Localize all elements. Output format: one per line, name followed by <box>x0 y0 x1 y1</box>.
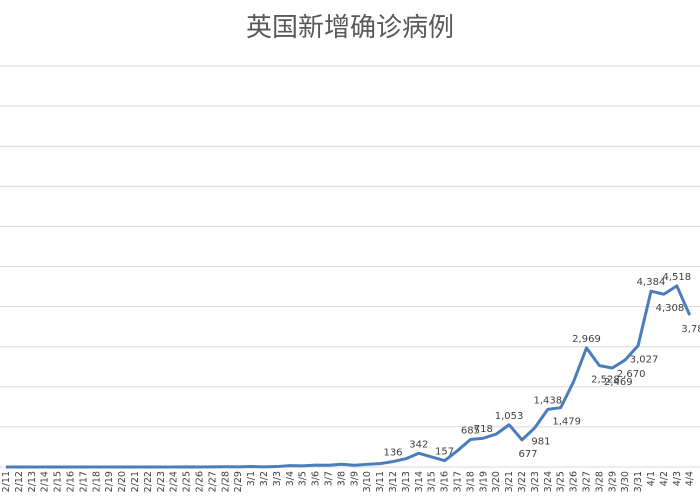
x-tick-label: 3/2 <box>259 471 270 486</box>
x-tick-label: 2/23 <box>156 471 167 492</box>
x-tick-label: 2/27 <box>207 471 218 492</box>
x-tick-label: 3/11 <box>375 471 386 492</box>
x-tick-label: 2/13 <box>27 471 38 492</box>
x-tick-label: 3/31 <box>633 471 644 492</box>
x-tick-label: 2/16 <box>66 471 77 492</box>
data-line <box>5 284 692 469</box>
x-tick-label: 4/1 <box>646 471 657 486</box>
x-tick-label: 3/3 <box>272 471 283 486</box>
data-label: 136 <box>383 448 402 459</box>
x-tick-label: 2/14 <box>40 471 51 492</box>
data-label: 677 <box>518 449 537 460</box>
data-label: 2,528 <box>591 375 620 386</box>
x-tick-label: 2/26 <box>195 471 206 492</box>
data-label: 1,438 <box>533 395 562 406</box>
data-label: 2,670 <box>617 369 646 380</box>
data-label: 1,053 <box>495 411 524 422</box>
x-tick-label: 3/8 <box>336 471 347 486</box>
x-tick-label: 3/16 <box>440 471 451 492</box>
data-label: 2,469 <box>604 377 633 388</box>
x-tick-label: 3/5 <box>298 471 309 486</box>
x-tick-label: 3/24 <box>543 471 554 492</box>
x-tick-label: 3/6 <box>311 471 322 486</box>
x-tick-label: 3/12 <box>388 471 399 492</box>
x-tick-label: 3/23 <box>530 471 541 492</box>
x-tick-label: 2/29 <box>233 471 244 492</box>
data-label: 4,518 <box>662 272 691 283</box>
x-tick-label: 2/17 <box>78 471 89 492</box>
x-tick-label: 3/13 <box>401 471 412 492</box>
x-tick-label: 4/3 <box>672 471 683 486</box>
x-tick-label: 3/20 <box>491 471 502 492</box>
data-label: 3,027 <box>630 355 659 366</box>
data-label: 342 <box>409 439 428 450</box>
x-tick-label: 3/19 <box>478 471 489 492</box>
data-label: 3,788 <box>681 324 700 335</box>
x-tick-label: 2/24 <box>169 471 180 492</box>
x-tick-label: 2/20 <box>117 471 128 492</box>
x-tick-label: 3/10 <box>362 471 373 492</box>
x-tick-label: 2/18 <box>91 471 102 492</box>
data-label: 4,384 <box>637 277 666 288</box>
x-tick-label: 2/22 <box>143 471 154 492</box>
x-tick-label: 3/14 <box>414 471 425 492</box>
x-tick-label: 3/22 <box>517 471 528 492</box>
x-tick-label: 2/15 <box>53 471 64 492</box>
data-label: 157 <box>435 447 454 458</box>
data-label: 1,479 <box>552 417 581 428</box>
data-label: 685 <box>461 426 480 437</box>
x-tick-label: 3/4 <box>285 471 296 486</box>
data-label: 981 <box>531 437 550 448</box>
x-tick-label: 3/18 <box>465 471 476 492</box>
x-tick-label: 2/28 <box>220 471 231 492</box>
x-tick-label: 3/17 <box>453 471 464 492</box>
x-tick-label: 4/4 <box>685 471 696 486</box>
x-tick-label: 2/19 <box>104 471 115 492</box>
x-tick-label: 2/21 <box>130 471 141 492</box>
x-tick-label: 4/2 <box>659 471 670 486</box>
x-tick-label: 3/15 <box>427 471 438 492</box>
data-label: 718 <box>474 424 493 435</box>
x-tick-label: 3/9 <box>349 471 360 486</box>
x-tick-label: 3/29 <box>607 471 618 492</box>
x-tick-label: 3/27 <box>582 471 593 492</box>
x-tick-label: 3/1 <box>246 471 257 486</box>
x-tick-label: 2/12 <box>14 471 25 492</box>
chart-title: 英国新增确诊病例 <box>246 13 454 43</box>
x-tick-label: 3/25 <box>556 471 567 492</box>
data-label: 2,969 <box>572 334 601 345</box>
x-tick-label: 3/21 <box>504 471 515 492</box>
x-tick-label: 3/26 <box>569 471 580 492</box>
x-tick-label: 2/11 <box>1 471 12 492</box>
x-tick-label: 3/7 <box>324 471 335 486</box>
data-label: 4,308 <box>656 303 685 314</box>
x-tick-label: 3/28 <box>594 471 605 492</box>
x-tick-label: 3/30 <box>620 471 631 492</box>
x-tick-label: 2/25 <box>182 471 193 492</box>
